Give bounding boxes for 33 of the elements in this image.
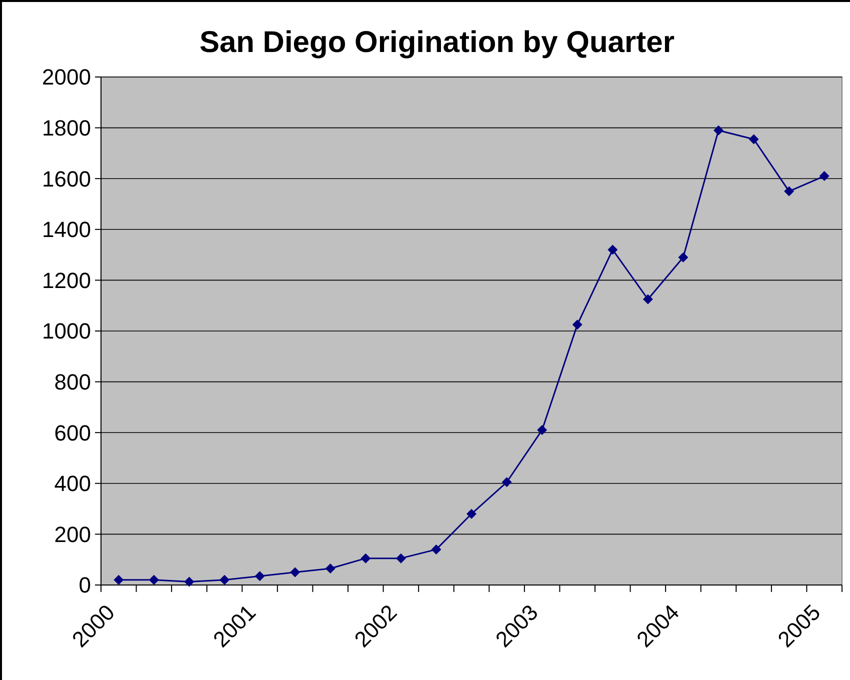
chart-title: San Diego Origination by Quarter (199, 26, 675, 59)
y-tick-label: 1000 (42, 318, 91, 344)
point (184, 576, 194, 587)
y-tick-label: 0 (78, 572, 91, 598)
point (502, 477, 512, 488)
point (784, 186, 794, 196)
y-tick-label: 1600 (42, 166, 91, 192)
y-tick-label: 1800 (42, 116, 91, 140)
point (608, 244, 618, 255)
point (220, 574, 230, 585)
point (254, 571, 265, 582)
point (748, 134, 759, 144)
point (290, 567, 300, 578)
point (360, 553, 371, 564)
point (431, 544, 442, 554)
y-tick-label: 1200 (42, 268, 91, 293)
y-tick-label: 800 (54, 370, 91, 394)
point (642, 294, 653, 304)
point (819, 171, 830, 182)
point (714, 125, 724, 136)
point (148, 574, 159, 585)
point (466, 508, 476, 519)
y-tick-label: 2000 (42, 64, 91, 90)
point (114, 574, 124, 585)
y-tick-label: 1400 (42, 217, 91, 242)
point (678, 252, 688, 262)
point (325, 563, 336, 574)
y-tick-label: 400 (54, 471, 91, 496)
point (396, 553, 406, 564)
point (572, 320, 582, 330)
point (537, 425, 548, 436)
y-tick-label: 200 (54, 522, 91, 547)
y-tick-label: 600 (54, 420, 91, 446)
